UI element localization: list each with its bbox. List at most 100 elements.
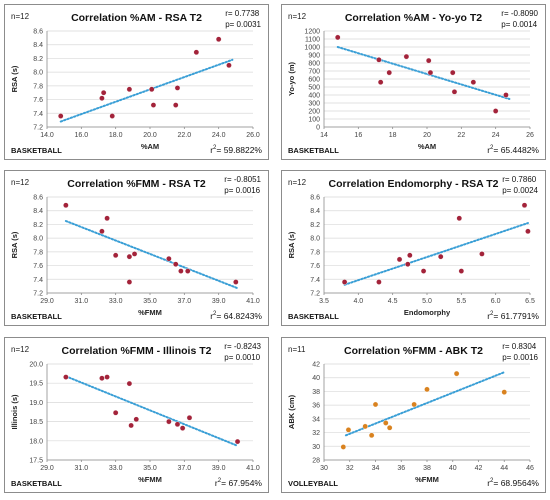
data-point [215, 36, 222, 43]
x-tick-label: 42 [475, 465, 483, 472]
y-tick-label: 18.0 [29, 438, 43, 445]
data-point [424, 386, 430, 393]
x-tick-label: 20.0 [143, 132, 157, 139]
chart-title: Correlation %FMM - RSA T2 [67, 178, 206, 190]
p-value: p= 0.0024 [502, 186, 538, 195]
trendline [336, 46, 511, 100]
x-tick-label: 39.0 [212, 465, 226, 472]
x-tick-label: 16.0 [75, 132, 89, 139]
sample-size-label: n=12 [11, 345, 30, 354]
chart-panel-fmm-illinois: n=12 Correlation %FMM - Illinois T2 r= -… [4, 337, 269, 493]
r-squared-value: r2= 59.8822% [210, 145, 262, 155]
y-tick-label: 900 [308, 53, 320, 60]
x-tick-label: 33.0 [109, 298, 123, 305]
data-point [174, 85, 181, 91]
x-tick-label: 32 [346, 465, 354, 472]
x-tick-label: 26.0 [246, 132, 260, 139]
y-tick-label: 8.4 [310, 208, 320, 215]
data-point [150, 102, 157, 108]
x-tick-label: 24.0 [212, 132, 226, 139]
data-point [104, 215, 110, 222]
sport-label: BASKETBALL [11, 146, 62, 155]
x-tick-label: 30 [320, 465, 328, 472]
data-point [362, 423, 368, 430]
data-point [186, 414, 193, 421]
trendline [344, 371, 506, 437]
trendline [59, 58, 234, 123]
data-point [404, 261, 411, 267]
r-value: r= -0.8051 [224, 175, 261, 184]
y-tick-label: 7.4 [310, 277, 320, 284]
r-value: r= 0.7738 [225, 9, 260, 18]
x-tick-label: 22 [457, 132, 465, 139]
y-axis-label: Yo-yo (m) [287, 61, 296, 96]
y-tick-label: 8.2 [33, 56, 43, 63]
data-point [425, 57, 432, 64]
scatter-plot-am-yoyo: 0100200300400500600700800900100011001200… [287, 29, 534, 152]
y-tick-label: 7.8 [33, 83, 43, 90]
data-point [386, 69, 393, 76]
data-point [104, 374, 110, 380]
x-tick-label: 34 [372, 465, 380, 472]
x-tick-label: 39.0 [212, 298, 226, 305]
data-point [377, 79, 384, 85]
data-point [63, 202, 69, 209]
data-point [234, 438, 241, 445]
correlation-stats: r= -0.8051 p= 0.0016 [224, 174, 261, 196]
data-point [126, 380, 133, 387]
data-point [57, 113, 64, 119]
x-tick-label: 44 [500, 465, 508, 472]
chart-title: Correlation %AM - Yo-yo T2 [344, 12, 483, 24]
y-axis-label: RSA (s) [287, 231, 296, 258]
data-point [368, 432, 375, 439]
x-tick-label: 20 [423, 132, 431, 139]
y-tick-label: 8.4 [33, 42, 43, 49]
x-tick-label: 36 [397, 465, 405, 472]
y-tick-label: 38 [312, 389, 320, 396]
r-squared-value: r2= 64.8243% [210, 311, 262, 321]
data-point [403, 53, 410, 60]
data-point [334, 34, 341, 41]
chart-panel-am-yoyo: n=12 Correlation %AM - Yo-yo T2 r= -0.80… [281, 4, 546, 160]
y-tick-label: 8.0 [310, 236, 320, 243]
y-tick-label: 19.5 [29, 381, 43, 388]
data-point [451, 89, 458, 95]
x-tick-label: 14.0 [40, 132, 54, 139]
x-tick-label: 37.0 [178, 465, 192, 472]
y-tick-label: 8.6 [310, 195, 320, 202]
x-tick-label: 5.5 [456, 298, 466, 305]
x-axis-label: %FMM [138, 475, 162, 484]
x-tick-label: 31.0 [75, 298, 89, 305]
data-point [437, 253, 444, 260]
r-value: r= -0.8090 [501, 9, 538, 18]
x-axis-label: %FMM [138, 308, 162, 317]
y-tick-label: 8.2 [310, 222, 320, 229]
x-tick-label: 35.0 [143, 298, 157, 305]
y-axis-label: ABK (cm) [287, 394, 296, 429]
correlation-stats: r= 0.7860 p= 0.0024 [502, 174, 538, 196]
y-tick-label: 8.0 [33, 236, 43, 243]
data-point [179, 425, 186, 431]
data-point [100, 89, 107, 96]
x-tick-label: 46 [526, 465, 534, 472]
chart-title: Correlation %FMM - Illinois T2 [61, 345, 212, 357]
y-tick-label: 7.8 [33, 249, 43, 256]
data-point [396, 256, 403, 263]
data-point [458, 268, 465, 274]
y-tick-label: 17.5 [29, 458, 43, 465]
data-point [427, 69, 434, 76]
data-point [112, 252, 119, 259]
x-tick-label: 3.5 [319, 298, 329, 305]
data-point [453, 370, 460, 377]
y-tick-label: 8.6 [33, 195, 43, 202]
y-tick-label: 28 [312, 458, 320, 465]
x-tick-label: 40 [449, 465, 457, 472]
data-point [172, 261, 179, 267]
correlation-stats: r= 0.7738 p= 0.0031 [225, 8, 261, 30]
chart-title: Correlation Endomorphy - RSA T2 [328, 178, 499, 190]
x-tick-label: 18.0 [109, 132, 123, 139]
sport-label: BASKETBALL [11, 312, 62, 321]
data-point [148, 86, 155, 93]
chart-title: Correlation %AM - RSA T2 [71, 12, 202, 24]
